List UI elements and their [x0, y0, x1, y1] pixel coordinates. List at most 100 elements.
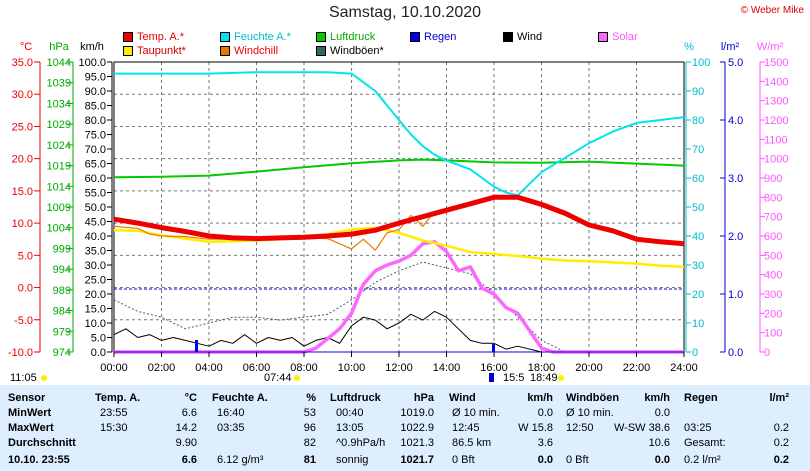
axis-label-humidity: 80	[692, 115, 704, 127]
rain-marker	[195, 340, 198, 352]
table-cell-value: 1019.0	[400, 407, 434, 419]
axis-label-wind: 85.0	[85, 101, 106, 113]
axis-label-wind: 100.0	[78, 57, 106, 69]
axis-label-temp: 10.0	[12, 218, 33, 230]
left-time-label: 11:05	[10, 372, 37, 384]
legend-item: Wind	[503, 31, 542, 43]
table-row-label: MaxWert	[8, 422, 54, 434]
table-header-unit: °C	[184, 392, 197, 404]
unit-labels: °C hPa km/h% l/m² W/m²	[20, 41, 784, 53]
series-luftdruck	[113, 158, 685, 179]
axis-label-pressure: 1009	[47, 202, 71, 214]
axis-label-wind: 5.0	[91, 333, 106, 345]
axis-label-pressure: 1019	[47, 161, 71, 173]
axis-label-rain: 3.0	[728, 173, 743, 185]
copyright-link[interactable]: © Weber Mike	[740, 5, 804, 16]
sunrise-marker	[294, 375, 300, 381]
series-taupunkt	[113, 226, 685, 269]
axis-label-temp: 35.0	[12, 57, 33, 69]
axis-label-humidity: 20	[692, 289, 704, 301]
axis-label-humidity: 100	[692, 57, 710, 69]
bottom-time-label: 18:49	[530, 372, 558, 384]
table-header: Windböen	[566, 392, 620, 404]
axis-label-pressure: 1044	[47, 57, 71, 69]
x-tick-label: 08:00	[290, 362, 318, 374]
legend-label: Windböen*	[330, 45, 384, 57]
table-row-label: 10.10. 23:55	[8, 454, 70, 466]
axis-label-solar: 1500	[764, 57, 788, 69]
axis-label-solar: 1400	[764, 76, 788, 88]
axis-label-pressure: 984	[53, 306, 71, 318]
table-cell-value: 1022.9	[400, 422, 434, 434]
table-header: Regen	[684, 392, 718, 404]
legend-swatch	[316, 46, 326, 56]
legend-item: Solar	[598, 31, 638, 43]
axis-label-wind: 30.0	[85, 260, 106, 272]
x-tick-label: 22:00	[623, 362, 651, 374]
sunset-marker	[558, 375, 564, 381]
stats-table: Sensor Temp. A. °C Feuchte A.% Luftdruck hPa W…	[0, 385, 810, 471]
axis-label-rain: 2.0	[728, 231, 743, 243]
table-header-unit: hPa	[413, 392, 434, 404]
table-cell-value: 0.2	[773, 454, 789, 466]
axis-label-wind: 50.0	[85, 202, 106, 214]
axis-label-wind: 60.0	[85, 173, 106, 185]
table-cell: 23:55	[100, 407, 128, 419]
axis-label-humidity: 0	[692, 347, 698, 359]
axis-label-wind: 75.0	[85, 130, 106, 142]
legend-swatch	[410, 32, 420, 42]
table-cell-value: 0.2	[773, 437, 789, 449]
table-cell: 86.5 km	[452, 437, 492, 449]
axis-label-pressure: 1014	[47, 181, 71, 193]
bottom-time-label: 15:5	[503, 372, 524, 384]
axis-label-solar: 1000	[764, 154, 788, 166]
table-cell-value: 6.6	[181, 454, 197, 466]
table-header-unit: km/h	[644, 392, 670, 404]
table-header-unit: %	[306, 392, 316, 404]
legend-swatch	[220, 46, 230, 56]
legend-label: Solar	[612, 31, 638, 43]
unit-label-pressure: hPa	[49, 41, 69, 53]
axis-label-solar: 400	[764, 270, 782, 282]
axis-label-wind: 0.0	[91, 347, 106, 359]
table-cell-value: 0.2	[773, 422, 789, 434]
table-cell-value: 10.6	[648, 437, 670, 449]
table-cell: 03:35	[217, 422, 245, 434]
axis-label-wind: 35.0	[85, 246, 106, 258]
x-tick-label: 12:00	[385, 362, 413, 374]
axis-label-solar: 800	[764, 192, 782, 204]
weather-chart: 35.030.025.020.015.010.05.00.0-5.0-10.01…	[7, 41, 789, 384]
table-cell-value: 96	[303, 422, 316, 434]
table-header: Temp. A.	[95, 392, 141, 404]
axis-label-solar: 900	[764, 173, 782, 185]
axis-label-humidity: 30	[692, 260, 704, 272]
legend-label: Regen	[424, 31, 457, 43]
legend-item: Regen	[410, 31, 456, 43]
legend-swatch	[123, 32, 133, 42]
table-cell: Ø 10 min.	[566, 407, 614, 419]
axis-label-wind: 90.0	[85, 86, 106, 98]
table-cell: 0 Bft	[452, 454, 475, 466]
axis-label-temp: 0.0	[18, 283, 33, 295]
chart-extras: 11:05 07:44 15:5 18:49	[10, 340, 564, 384]
axes-group: 35.0 30.0 25.0 20.0 15.0 10.0 5.0 0.0 -5.0 -10.0 1…	[8, 57, 789, 374]
table-cell-value: 0.0	[654, 407, 670, 419]
unit-label-wind: km/h	[80, 41, 104, 53]
axis-label-solar: 1300	[764, 96, 788, 108]
axis-label-humidity: 40	[692, 231, 704, 243]
table-cell: sonnig	[336, 454, 369, 466]
unit-label-humidity: %	[684, 41, 694, 53]
axis-label-wind: 55.0	[85, 188, 106, 200]
table-cell-value: 1021.7	[400, 454, 434, 466]
table-cell: 13:05	[336, 422, 364, 434]
legend-swatch	[316, 32, 326, 42]
axis-label-solar: 1200	[764, 115, 788, 127]
axis-label-solar: 600	[764, 231, 782, 243]
axis-label-wind: 40.0	[85, 231, 106, 243]
table-cell: 16:40	[217, 407, 245, 419]
axis-label-solar: 700	[764, 212, 782, 224]
table-cell-value: 0.0	[537, 407, 553, 419]
table-cell-value: 53	[303, 407, 316, 419]
legend-item: Luftdruck	[316, 31, 375, 43]
axis-label-pressure: 974	[53, 347, 71, 359]
